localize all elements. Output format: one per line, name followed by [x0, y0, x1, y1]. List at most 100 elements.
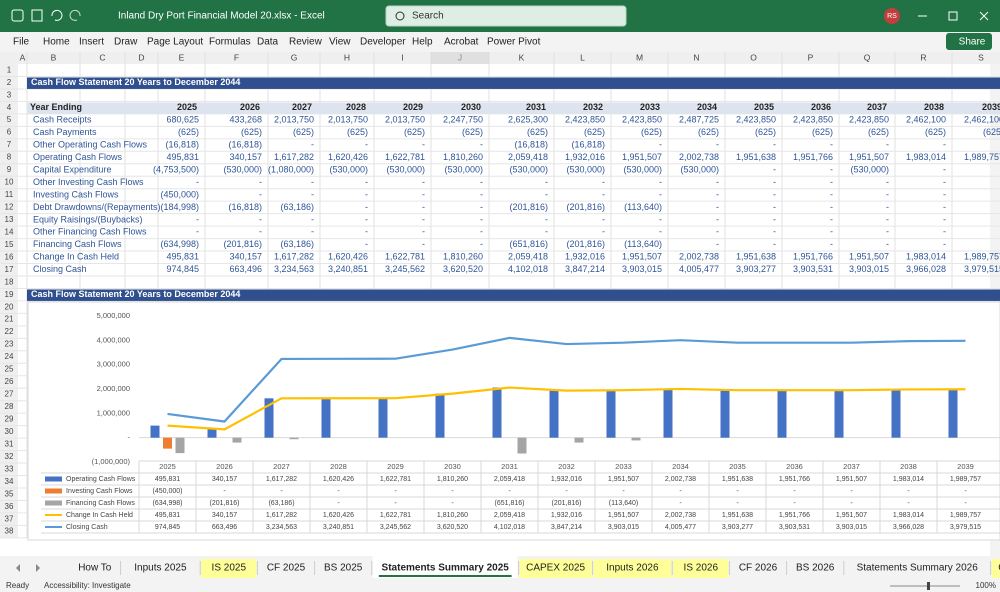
cell-value[interactable]: 495,831 — [166, 252, 199, 262]
cell-value[interactable]: (1,080,000) — [268, 164, 314, 174]
cell-value[interactable]: - — [422, 139, 425, 149]
column-header[interactable]: S — [978, 52, 984, 62]
cell-value[interactable]: 433,268 — [229, 114, 262, 124]
column-header[interactable]: K — [519, 52, 525, 62]
cell-value[interactable]: 974,845 — [166, 264, 199, 274]
cell-value[interactable]: 2,002,738 — [679, 152, 719, 162]
cell-value[interactable]: 1,983,014 — [906, 152, 946, 162]
cell-value[interactable]: 340,157 — [229, 252, 262, 262]
cell-value[interactable]: 1,951,638 — [736, 252, 776, 262]
cell-value[interactable]: - — [886, 139, 889, 149]
cell-value[interactable]: (201,816) — [509, 202, 548, 212]
menu-item[interactable]: View — [329, 37, 351, 48]
cell-value[interactable]: - — [480, 202, 483, 212]
cell-value[interactable]: 3,847,214 — [565, 264, 605, 274]
row-label[interactable]: Other Operating Cash Flows — [33, 139, 148, 149]
cell-value[interactable]: - — [830, 239, 833, 249]
cell-value[interactable]: - — [943, 177, 946, 187]
cell-value[interactable]: - — [659, 139, 662, 149]
column-header[interactable]: H — [344, 52, 350, 62]
cell-value[interactable]: (63,186) — [280, 202, 314, 212]
cell-value[interactable]: (625) — [462, 127, 483, 137]
column-header[interactable]: L — [580, 52, 585, 62]
row-label[interactable]: Change In Cash Held — [33, 252, 119, 262]
cell-value[interactable]: - — [886, 189, 889, 199]
cell-value[interactable]: - — [773, 189, 776, 199]
cell-value[interactable]: 2,423,850 — [736, 114, 776, 124]
menu-item[interactable]: Page Layout — [147, 37, 203, 48]
cell-value[interactable]: - — [196, 177, 199, 187]
close-button[interactable] — [979, 11, 989, 21]
sheet-tab-highlight[interactable] — [593, 559, 672, 578]
sheet-tab[interactable]: IS 2025 — [212, 563, 247, 574]
sheet-tab[interactable]: Inputs 2025 — [134, 563, 187, 574]
row-header[interactable]: 32 — [5, 452, 14, 461]
row-header[interactable]: 11 — [5, 190, 14, 199]
cell-value[interactable]: - — [773, 202, 776, 212]
cell-value[interactable]: (63,186) — [280, 239, 314, 249]
cell-value[interactable]: - — [943, 214, 946, 224]
cell-value[interactable]: 2,423,850 — [793, 114, 833, 124]
row-header[interactable]: 10 — [5, 178, 14, 187]
column-header[interactable]: B — [51, 52, 57, 62]
cell-value[interactable]: (625) — [293, 127, 314, 137]
sheet-tab[interactable]: CF 2026 — [739, 563, 778, 574]
row-header[interactable]: 5 — [7, 115, 12, 124]
search-box[interactable] — [385, 5, 627, 27]
cell-value[interactable]: - — [259, 177, 262, 187]
menu-item[interactable]: Home — [43, 37, 70, 48]
cell-value[interactable]: (651,816) — [509, 239, 548, 249]
cell-value[interactable]: - — [773, 164, 776, 174]
cell-value[interactable]: 680,625 — [166, 114, 199, 124]
row-header[interactable]: 2 — [7, 78, 12, 87]
cell-value[interactable]: - — [886, 239, 889, 249]
cell-value[interactable]: 2,423,850 — [622, 114, 662, 124]
cell-value[interactable]: (625) — [241, 127, 262, 137]
cell-value[interactable]: (625) — [925, 127, 946, 137]
menu-item[interactable]: Review — [289, 37, 323, 48]
cell-value[interactable]: - — [886, 214, 889, 224]
active-sheet-tab[interactable] — [372, 556, 518, 578]
cell-value[interactable]: 2,462,100 — [964, 114, 1000, 124]
row-header[interactable]: 30 — [5, 427, 14, 436]
cell-value[interactable]: 1,617,282 — [274, 252, 314, 262]
cell-value[interactable]: - — [480, 214, 483, 224]
cell-value[interactable]: (634,998) — [160, 239, 199, 249]
cell-value[interactable]: 3,245,562 — [385, 264, 425, 274]
row-header[interactable]: 8 — [7, 153, 12, 162]
cell-value[interactable]: 1,951,507 — [622, 152, 662, 162]
menu-item[interactable]: Draw — [114, 37, 138, 48]
cell-value[interactable]: 4,102,018 — [508, 264, 548, 274]
sheet-tab[interactable]: Inputs 2026 — [606, 563, 659, 574]
cell-value[interactable]: 2,247,750 — [443, 114, 483, 124]
menu-item[interactable]: Help — [412, 37, 433, 48]
cell-value[interactable]: (625) — [755, 127, 776, 137]
row-label[interactable]: Closing Cash — [33, 264, 87, 274]
cell-value[interactable]: - — [311, 139, 314, 149]
row-header[interactable]: 1 — [7, 65, 12, 74]
menu-item[interactable]: Data — [257, 37, 279, 48]
cell-value[interactable]: - — [365, 139, 368, 149]
cell-value[interactable]: - — [480, 189, 483, 199]
cell-value[interactable]: 2,013,750 — [274, 114, 314, 124]
cell-value[interactable]: - — [830, 202, 833, 212]
row-header[interactable]: 15 — [5, 240, 14, 249]
autosave-icon[interactable] — [11, 9, 24, 22]
column-header[interactable]: C — [99, 52, 105, 62]
cell-value[interactable]: - — [830, 164, 833, 174]
cell-value[interactable]: 2,423,850 — [565, 114, 605, 124]
row-header[interactable]: 25 — [5, 365, 14, 374]
cell-value[interactable]: - — [259, 214, 262, 224]
cell-value[interactable]: - — [943, 189, 946, 199]
row-header[interactable]: 12 — [5, 203, 14, 212]
cell-value[interactable]: 2,462,100 — [906, 114, 946, 124]
row-header[interactable]: 33 — [5, 464, 14, 473]
row-header[interactable]: 9 — [7, 165, 12, 174]
cell-value[interactable]: - — [716, 214, 719, 224]
cell-value[interactable]: 340,157 — [229, 152, 262, 162]
cell-value[interactable]: 1,620,426 — [328, 152, 368, 162]
menu-item[interactable]: Power Pivot — [487, 37, 541, 48]
cell-value[interactable]: (625) — [527, 127, 548, 137]
cell-value[interactable]: 2,423,850 — [849, 114, 889, 124]
row-header[interactable]: 6 — [7, 128, 12, 137]
